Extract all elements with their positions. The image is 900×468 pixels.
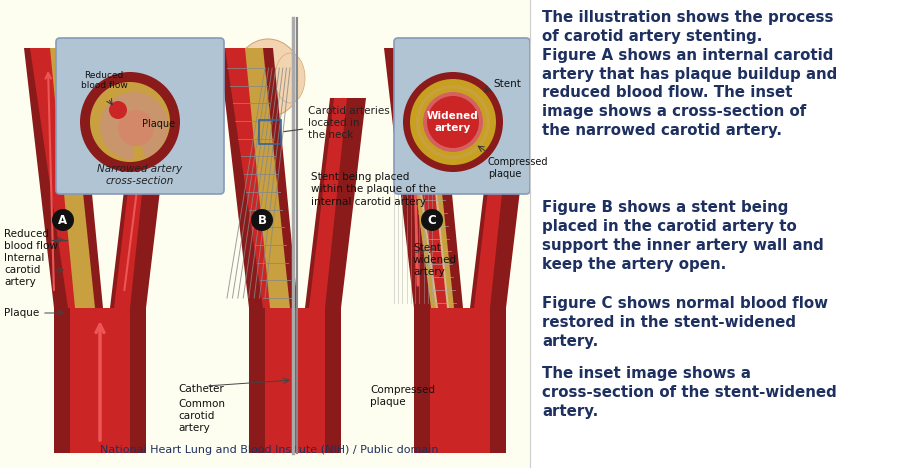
Circle shape (403, 72, 503, 172)
Text: A: A (58, 213, 68, 227)
Polygon shape (470, 98, 531, 308)
Circle shape (80, 72, 180, 172)
Text: The inset image shows a
cross-section of the stent-widened
artery.: The inset image shows a cross-section of… (542, 366, 837, 419)
Circle shape (118, 110, 154, 146)
Text: National Heart Lung and Blood Insitute (NIH) / Public domain: National Heart Lung and Blood Insitute (… (100, 445, 438, 455)
Polygon shape (47, 48, 95, 308)
Polygon shape (400, 48, 449, 308)
Polygon shape (474, 98, 512, 308)
Text: Catheter: Catheter (178, 384, 224, 394)
Bar (530, 0, 900, 468)
Polygon shape (402, 48, 447, 308)
Ellipse shape (275, 53, 305, 103)
Text: Stent: Stent (493, 79, 521, 89)
Circle shape (109, 101, 127, 119)
Polygon shape (242, 48, 290, 308)
Polygon shape (384, 48, 463, 308)
Polygon shape (54, 308, 146, 453)
Polygon shape (225, 48, 270, 308)
Text: Reduced
blood flow: Reduced blood flow (4, 229, 58, 251)
Polygon shape (219, 48, 298, 308)
Text: Compressed
plaque: Compressed plaque (488, 157, 548, 179)
Polygon shape (30, 48, 75, 308)
Circle shape (421, 209, 443, 231)
Wedge shape (100, 92, 168, 160)
Text: Reduced
blood flow: Reduced blood flow (81, 71, 128, 90)
Text: Figure B shows a stent being
placed in the carotid artery to
support the inner a: Figure B shows a stent being placed in t… (542, 200, 824, 271)
FancyBboxPatch shape (56, 38, 224, 194)
Polygon shape (24, 48, 103, 308)
Polygon shape (309, 98, 347, 308)
Polygon shape (397, 48, 454, 308)
Text: Internal
carotid
artery: Internal carotid artery (4, 253, 44, 287)
Polygon shape (256, 116, 276, 143)
Polygon shape (110, 98, 171, 308)
Text: Plaque: Plaque (142, 119, 176, 129)
Polygon shape (70, 308, 130, 453)
Text: Carotid arteries
located in
the neck: Carotid arteries located in the neck (284, 106, 390, 140)
Text: The illustration shows the process
of carotid artery stenting.
Figure A shows an: The illustration shows the process of ca… (542, 10, 837, 138)
Circle shape (52, 209, 74, 231)
Polygon shape (430, 308, 490, 453)
Text: Common
carotid
artery: Common carotid artery (178, 399, 225, 433)
Circle shape (427, 96, 479, 148)
Text: Stent
widened
artery: Stent widened artery (413, 243, 457, 277)
Text: Widened
artery: Widened artery (428, 111, 479, 133)
Polygon shape (265, 308, 325, 453)
Polygon shape (414, 308, 506, 453)
FancyBboxPatch shape (394, 38, 530, 194)
Text: C: C (428, 213, 436, 227)
Text: Figure C shows normal blood flow
restored in the stent-widened
artery.: Figure C shows normal blood flow restore… (542, 296, 828, 349)
Text: Plaque: Plaque (4, 308, 40, 318)
Circle shape (416, 85, 490, 159)
Circle shape (423, 92, 483, 152)
Circle shape (251, 209, 273, 231)
Polygon shape (305, 98, 366, 308)
Polygon shape (114, 98, 152, 308)
Text: Narrowed artery
cross-section: Narrowed artery cross-section (97, 164, 183, 186)
Text: Compressed
plaque: Compressed plaque (370, 385, 435, 407)
Circle shape (90, 82, 170, 162)
Circle shape (410, 79, 496, 165)
Ellipse shape (234, 39, 302, 117)
Text: B: B (257, 213, 266, 227)
Text: Stent being placed
within the plaque of the
internal carotid artery: Stent being placed within the plaque of … (311, 172, 436, 207)
Polygon shape (249, 308, 341, 453)
